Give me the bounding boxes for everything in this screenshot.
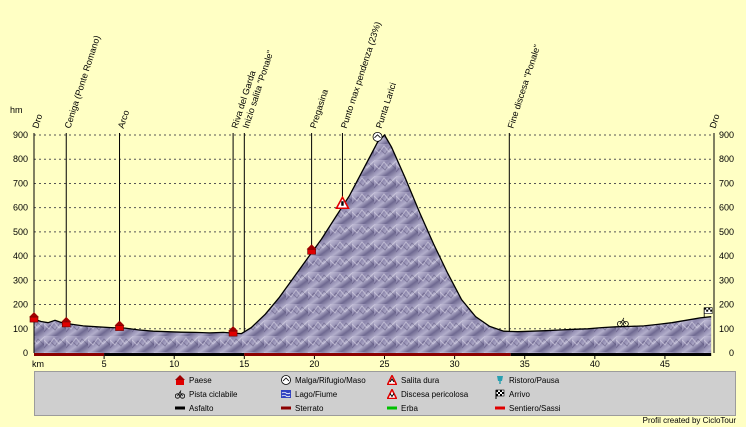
asphalt-icon	[175, 403, 185, 413]
y-tick-label-right: 400	[719, 251, 734, 261]
y-tick-label-left: 200	[13, 300, 28, 310]
y-tick-label-right: 800	[719, 154, 734, 164]
place-marker: Punta Larici	[372, 81, 398, 142]
y-tick-label-left: 500	[13, 227, 28, 237]
place-marker: Ceniga (Ponte Romano)	[61, 34, 103, 328]
credit-text: Profil created by CicloTour	[642, 416, 736, 425]
x-axis-label: km	[32, 359, 44, 369]
legend-item: Lago/Fiume	[281, 388, 337, 400]
place-marker: Arco	[114, 109, 131, 331]
place-label: Fine discesa "Ponale"	[506, 43, 543, 129]
place-marker: Dro	[29, 113, 44, 323]
legend-label: Erba	[401, 403, 418, 413]
x-tick-label: 40	[590, 359, 600, 369]
legend-item: Asfalto	[175, 402, 213, 414]
legend-item: Ristoro/Pausa	[495, 374, 559, 386]
y-tick-label-left: 400	[13, 251, 28, 261]
y-tick-label-right: 200	[719, 300, 734, 310]
legend-label: Sterrato	[295, 403, 324, 413]
y-tick-label-left: 800	[13, 154, 28, 164]
legend-item: Pista ciclabile	[175, 388, 237, 400]
y-tick-label-left: 900	[13, 130, 28, 140]
y-axis-label: hm	[10, 105, 23, 115]
y-tick-label-left: 300	[13, 275, 28, 285]
legend: Paese Malga/Rifugio/Maso Salita dura Ristor…	[34, 371, 736, 416]
y-tick-label-right: 900	[719, 130, 734, 140]
y-tick-label-left: 100	[13, 324, 28, 334]
legend-label: Pista ciclabile	[189, 389, 238, 399]
axes: 0 0 100 100 200 200 300 300 400 400 500 500 600 600 70…	[13, 130, 734, 369]
path-icon	[495, 403, 505, 413]
warning-down-icon	[387, 389, 397, 399]
place-label: Ceniga (Ponte Romano)	[63, 34, 103, 129]
x-tick-label: 5	[102, 359, 107, 369]
x-tick-label: 45	[660, 359, 670, 369]
place-marker: Pregasina	[306, 88, 330, 255]
legend-item: Sentiero/Sassi	[495, 402, 561, 414]
cup-icon	[495, 375, 505, 385]
house-icon	[175, 375, 185, 385]
legend-item: Sterrato	[281, 402, 323, 414]
flag-icon	[495, 389, 505, 399]
legend-label: Paese	[189, 375, 212, 385]
y-tick-label-left: 600	[13, 203, 28, 213]
legend-item: Arrivo	[495, 388, 530, 400]
place-label: Punta Larici	[374, 81, 398, 129]
legend-label: Sentiero/Sassi	[509, 403, 561, 413]
legend-item: Discesa pericolosa	[387, 388, 468, 400]
y-tick-label-right: 600	[719, 203, 734, 213]
place-label: Pregasina	[308, 88, 330, 130]
x-tick-label: 35	[520, 359, 530, 369]
legend-item: Erba	[387, 402, 418, 414]
x-tick-label: 30	[450, 359, 460, 369]
elevation-chart: 0 0 100 100 200 200 300 300 400 400 500 500 600 600 70…	[10, 20, 734, 369]
x-tick-label: 20	[309, 359, 319, 369]
legend-item: Paese	[175, 374, 212, 386]
surface-segment	[510, 353, 712, 356]
x-tick-label: 25	[380, 359, 390, 369]
place-marker: Fine discesa "Ponale"	[506, 43, 543, 332]
legend-item: Salita dura	[387, 374, 439, 386]
y-tick-label-left: 0	[23, 348, 28, 358]
legend-label: Lago/Fiume	[295, 389, 338, 399]
legend-item: Malga/Rifugio/Maso	[281, 374, 366, 386]
y-tick-label-right: 0	[729, 348, 734, 358]
legend-label: Ristoro/Pausa	[509, 375, 560, 385]
y-tick-label-right: 100	[719, 324, 734, 334]
place-marker: Dro	[703, 113, 722, 318]
legend-label: Asfalto	[189, 403, 214, 413]
bike-icon	[175, 389, 185, 399]
elevation-profile	[33, 133, 712, 353]
surface-bar	[34, 353, 712, 356]
place-label: Punto max pendenza (23%)	[339, 20, 383, 129]
surface-segment	[104, 353, 245, 356]
y-tick-label-right: 500	[719, 227, 734, 237]
place-label: Dro	[30, 113, 44, 130]
surface-segment	[34, 353, 105, 356]
y-tick-label-left: 700	[13, 178, 28, 188]
place-label: Arco	[116, 109, 131, 130]
elevation-area	[34, 135, 712, 353]
y-tick-label-right: 300	[719, 275, 734, 285]
bike-marker	[616, 317, 629, 327]
warning-up-icon	[387, 375, 397, 385]
dirt-icon	[281, 403, 291, 413]
legend-label: Discesa pericolosa	[401, 389, 469, 399]
wave-icon	[281, 389, 291, 399]
place-label: Dro	[708, 113, 722, 130]
hut-icon	[281, 375, 291, 385]
legend-label: Arrivo	[509, 389, 530, 399]
y-tick-label-right: 700	[719, 178, 734, 188]
legend-label: Salita dura	[401, 375, 440, 385]
surface-segment	[244, 353, 511, 356]
x-tick-label: 10	[169, 359, 179, 369]
x-tick-label: 15	[239, 359, 249, 369]
grass-icon	[387, 403, 397, 413]
legend-label: Malga/Rifugio/Maso	[295, 375, 366, 385]
